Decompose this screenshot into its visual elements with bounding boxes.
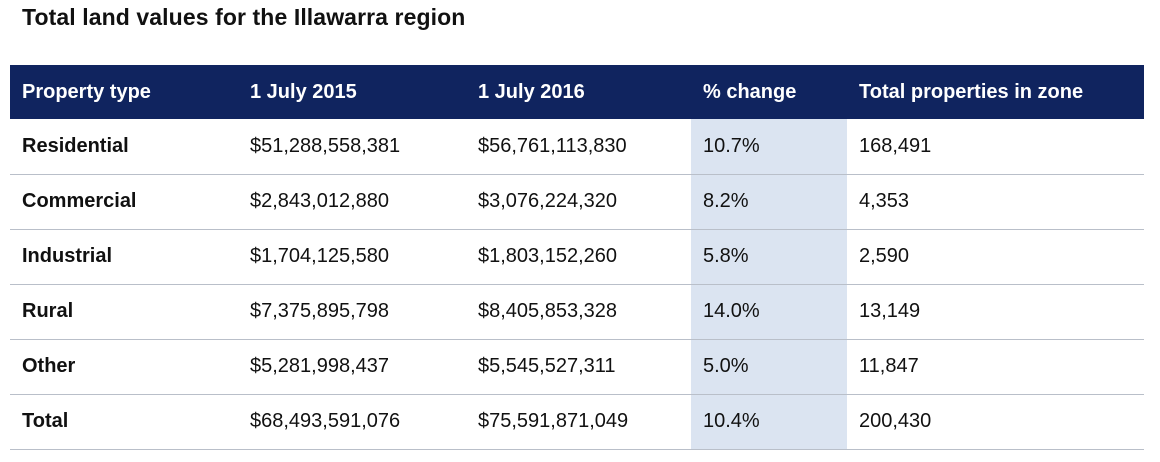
value-2015-cell: $68,493,591,076: [238, 394, 466, 450]
value-2016-cell: $1,803,152,260: [466, 229, 691, 285]
value-2015-cell: $5,281,998,437: [238, 339, 466, 395]
table-row: Rural $7,375,895,798 $8,405,853,328 14.0…: [10, 284, 1144, 340]
table-row: Commercial $2,843,012,880 $3,076,224,320…: [10, 174, 1144, 230]
percent-change-cell: 5.0%: [691, 339, 847, 395]
value-2015-cell: $7,375,895,798: [238, 284, 466, 340]
percent-change-cell: 10.4%: [691, 394, 847, 450]
total-properties-cell: 11,847: [847, 339, 1144, 395]
header-july-2015: 1 July 2015: [238, 65, 466, 119]
total-properties-cell: 13,149: [847, 284, 1144, 340]
header-property-type: Property type: [10, 65, 238, 119]
table-row-total: Total $68,493,591,076 $75,591,871,049 10…: [10, 394, 1144, 450]
percent-change-cell: 10.7%: [691, 119, 847, 175]
value-2016-cell: $8,405,853,328: [466, 284, 691, 340]
value-2016-cell: $5,545,527,311: [466, 339, 691, 395]
value-2016-cell: $3,076,224,320: [466, 174, 691, 230]
total-properties-cell: 4,353: [847, 174, 1144, 230]
property-type-cell: Rural: [10, 284, 238, 340]
header-percent-change: % change: [691, 65, 847, 119]
table-row: Residential $51,288,558,381 $56,761,113,…: [10, 119, 1144, 175]
property-type-cell: Residential: [10, 119, 238, 175]
total-properties-cell: 200,430: [847, 394, 1144, 450]
table-header-row: Property type 1 July 2015 1 July 2016 % …: [10, 65, 1144, 119]
header-total-properties: Total properties in zone: [847, 65, 1144, 119]
value-2015-cell: $51,288,558,381: [238, 119, 466, 175]
value-2016-cell: $75,591,871,049: [466, 394, 691, 450]
property-type-cell: Other: [10, 339, 238, 395]
total-properties-cell: 2,590: [847, 229, 1144, 285]
value-2015-cell: $2,843,012,880: [238, 174, 466, 230]
header-july-2016: 1 July 2016: [466, 65, 691, 119]
value-2015-cell: $1,704,125,580: [238, 229, 466, 285]
property-type-cell: Total: [10, 394, 238, 450]
percent-change-cell: 14.0%: [691, 284, 847, 340]
land-values-table: Property type 1 July 2015 1 July 2016 % …: [10, 65, 1144, 450]
table-row: Other $5,281,998,437 $5,545,527,311 5.0%…: [10, 339, 1144, 395]
percent-change-cell: 5.8%: [691, 229, 847, 285]
page-title: Total land values for the Illawarra regi…: [22, 4, 466, 30]
total-properties-cell: 168,491: [847, 119, 1144, 175]
percent-change-cell: 8.2%: [691, 174, 847, 230]
table-row: Industrial $1,704,125,580 $1,803,152,260…: [10, 229, 1144, 285]
value-2016-cell: $56,761,113,830: [466, 119, 691, 175]
property-type-cell: Industrial: [10, 229, 238, 285]
property-type-cell: Commercial: [10, 174, 238, 230]
